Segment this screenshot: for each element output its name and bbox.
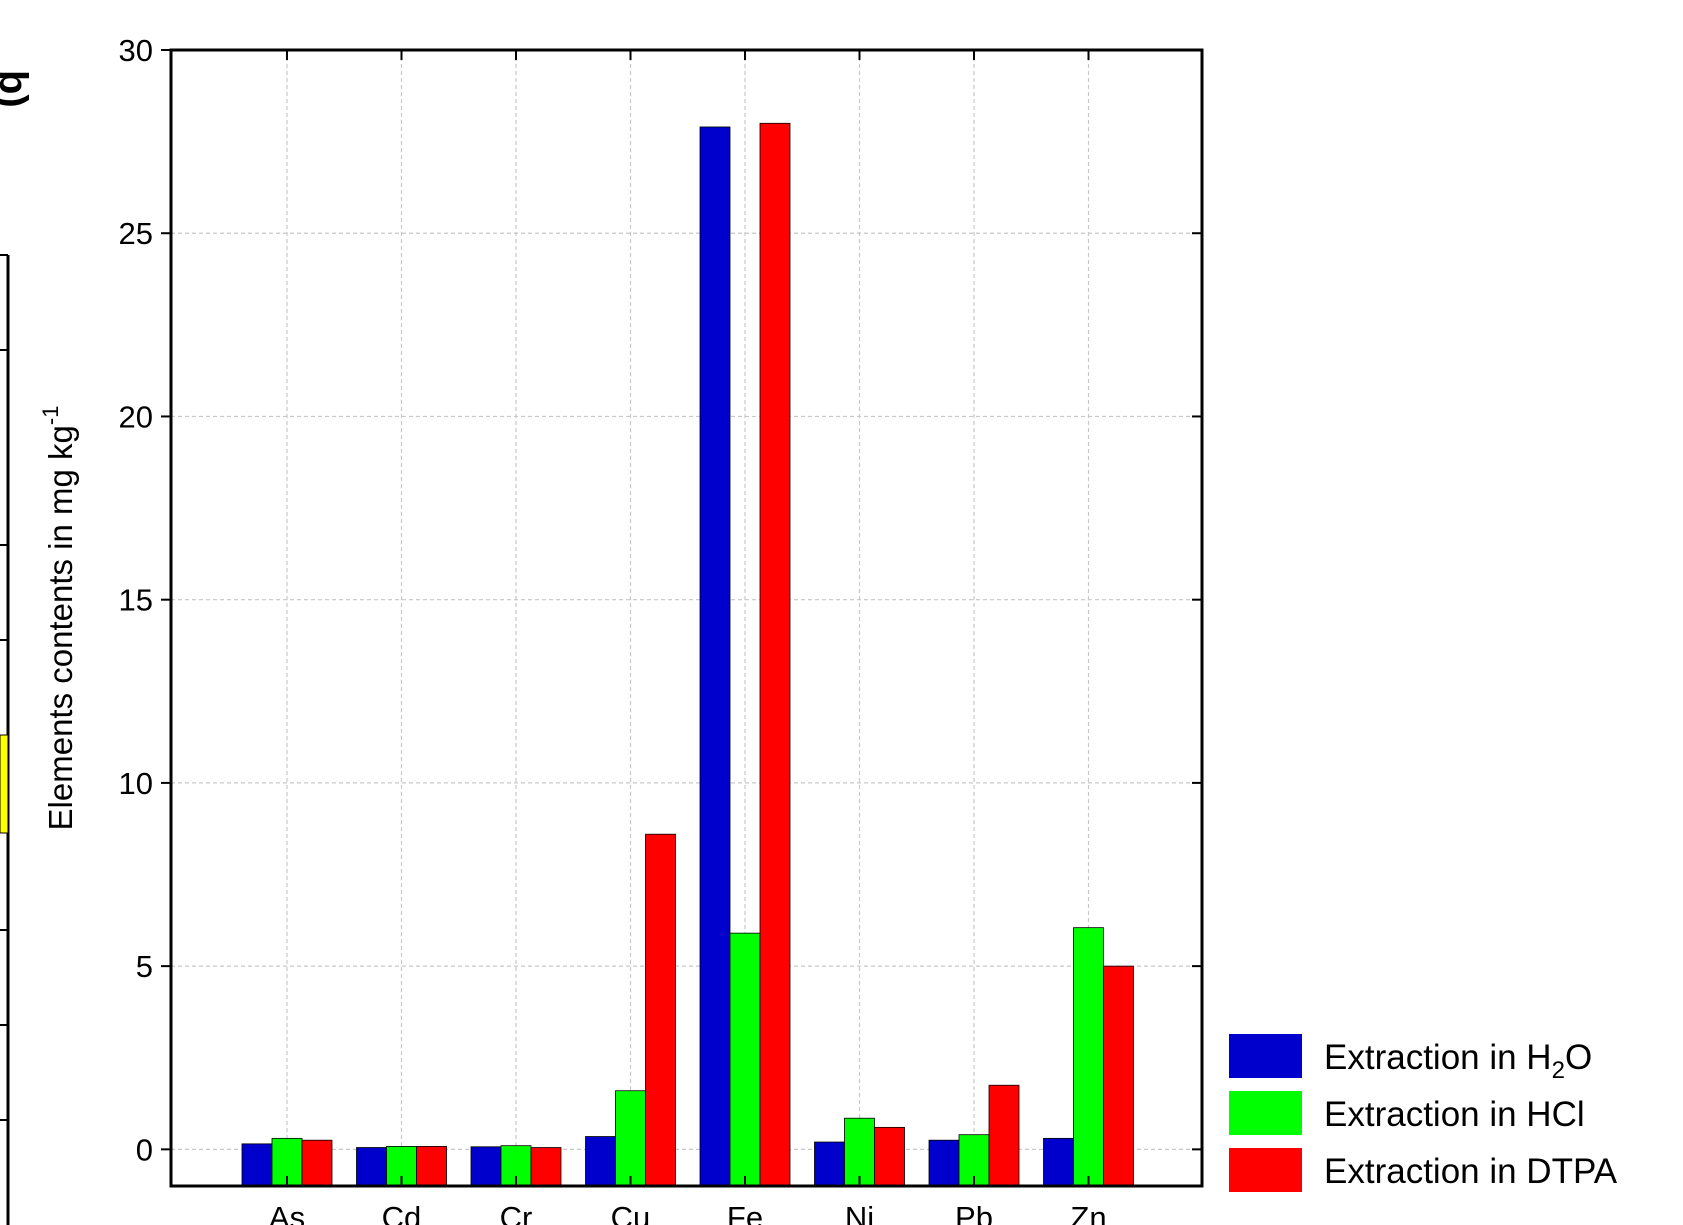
bar-Cd-3 <box>416 1146 447 1187</box>
bar-Ni-2 <box>844 1117 875 1187</box>
bar-Zn-3 <box>1103 965 1134 1187</box>
x-tick-label: Cr <box>500 1200 533 1225</box>
y-tick-label: 0 <box>136 1132 153 1167</box>
bar-Zn-1 <box>1043 1137 1074 1187</box>
gridlines <box>171 49 1202 1186</box>
y-tick-label: 25 <box>119 216 153 251</box>
x-tick-label: Cd <box>382 1200 422 1225</box>
x-tick-label: Ni <box>845 1200 874 1225</box>
legend-swatch <box>1229 1091 1302 1135</box>
legend: Extraction in H2O Extraction in HCl Extrac… <box>1229 1034 1618 1192</box>
bar-Cd-1 <box>356 1147 387 1187</box>
bar-Fe-3 <box>759 122 791 1187</box>
bar-Cr-3 <box>530 1147 562 1187</box>
neighbor-panel-fragment: b) <box>0 70 35 1225</box>
x-tick-label: Pb <box>955 1200 993 1225</box>
bar-Ni-3 <box>874 1126 905 1187</box>
y-axis-ticks: 0 5 10 15 20 25 30 <box>119 33 1202 1167</box>
bars <box>241 122 1134 1187</box>
legend-label: Extraction in DTPA <box>1324 1152 1618 1191</box>
legend-swatch <box>1229 1148 1302 1192</box>
y-tick-label: 15 <box>119 583 153 618</box>
x-axis-ticks: As Cd Cr Cu Fe Ni Pb Zn <box>269 50 1107 1225</box>
bar-Cu-1 <box>585 1136 616 1187</box>
bar-Cu-3 <box>645 833 676 1187</box>
bar-Fe-1 <box>699 126 731 1187</box>
bar-Ni-1 <box>814 1141 845 1187</box>
y-axis-label: Elements contents in mg kg-1 <box>38 406 79 831</box>
x-tick-label: Cu <box>611 1200 651 1225</box>
panel-label: b) <box>0 70 35 108</box>
legend-label: Extraction in H2O <box>1324 1038 1592 1084</box>
bar-As-3 <box>301 1139 333 1187</box>
plot-frame <box>169 48 1204 1188</box>
y-tick-label: 30 <box>119 33 153 68</box>
bar-Pb-1 <box>928 1139 960 1187</box>
bar-As-1 <box>241 1143 273 1187</box>
x-tick-label: Zn <box>1070 1200 1106 1225</box>
bar-Cu-2 <box>615 1090 646 1187</box>
legend-label: Extraction in HCl <box>1324 1095 1585 1134</box>
bar-Cr-1 <box>470 1146 502 1187</box>
y-tick-label: 20 <box>119 399 153 434</box>
legend-swatch <box>1229 1034 1302 1078</box>
x-tick-label: As <box>269 1200 305 1225</box>
bar-Pb-3 <box>988 1084 1020 1187</box>
bar-Fe-2 <box>729 932 761 1187</box>
y-tick-label: 10 <box>119 766 153 801</box>
y-tick-label: 5 <box>136 949 153 984</box>
bar-Zn-2 <box>1073 927 1104 1187</box>
x-tick-label: Fe <box>727 1200 763 1225</box>
